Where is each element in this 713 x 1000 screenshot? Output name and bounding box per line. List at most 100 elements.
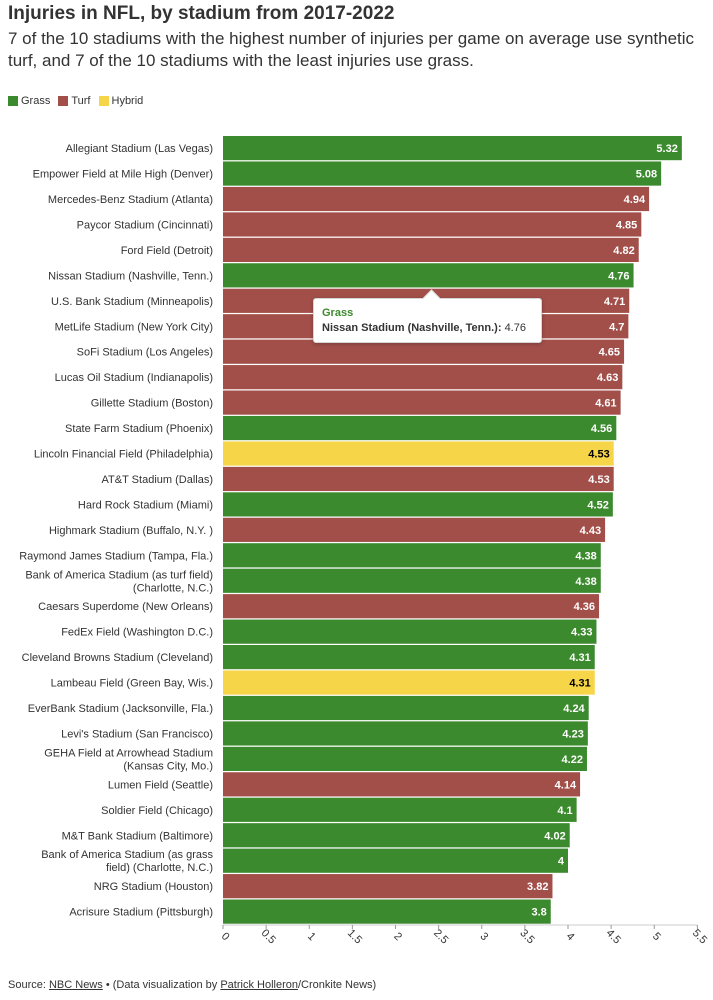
chart-subtitle: 7 of the 10 stadiums with the highest nu… <box>8 29 695 70</box>
legend-item-grass[interactable]: Grass <box>8 95 50 107</box>
tooltip-group: Grass <box>322 307 354 319</box>
bar-value-label: 4.33 <box>571 627 592 639</box>
bar-value-label: 4.82 <box>613 245 634 257</box>
bar[interactable] <box>223 365 623 390</box>
bar[interactable] <box>223 263 634 288</box>
category-label: Hard Rock Stadium (Miami) <box>78 499 213 511</box>
author-link[interactable]: Patrick Holleron <box>220 979 298 991</box>
tooltip-value: 4.76 <box>504 322 526 334</box>
x-tick-label: 2.5 <box>431 927 450 946</box>
legend: Grass Turf Hybrid <box>8 94 151 108</box>
bar[interactable] <box>223 161 662 186</box>
bar[interactable] <box>223 136 682 161</box>
category-label: Lincoln Financial Field (Philadelphia) <box>34 449 213 461</box>
bar[interactable] <box>223 237 639 262</box>
chart-title: Injuries in NFL, by stadium from 2017-20… <box>8 3 395 24</box>
legend-label-hybrid: Hybrid <box>111 95 144 107</box>
source-prefix: Source: <box>8 979 49 991</box>
category-label: EverBank Stadium (Jacksonville, Fla.) <box>28 703 213 715</box>
category-label: (Kansas City, Mo.) <box>123 760 213 772</box>
bar[interactable] <box>223 568 601 593</box>
bar-value-label: 5.08 <box>636 169 657 181</box>
x-tick-label: 5.5 <box>690 927 709 946</box>
bar-value-label: 4.43 <box>580 525 601 537</box>
category-label: State Farm Stadium (Phoenix) <box>65 423 213 435</box>
bar[interactable] <box>223 899 551 924</box>
bar-value-label: 4.24 <box>563 703 585 715</box>
category-label: Bank of America Stadium (as turf field) <box>25 569 213 581</box>
bar[interactable] <box>223 441 614 466</box>
bar-value-label: 3.8 <box>531 907 546 919</box>
legend-swatch-hybrid <box>98 96 109 106</box>
bar-value-label: 4.14 <box>555 779 577 791</box>
x-tick-label: 5 <box>650 930 663 943</box>
bar-value-label: 4.52 <box>587 499 608 511</box>
x-tick-label: 4 <box>564 930 577 943</box>
category-label: GEHA Field at Arrowhead Stadium <box>44 747 213 759</box>
bar-value-label: 4.23 <box>562 728 583 740</box>
x-tick-label: 0 <box>219 930 232 943</box>
bar[interactable] <box>223 746 587 771</box>
footer: Source: NBC News • (Data visualization b… <box>8 979 376 991</box>
bar-value-label: 4.65 <box>599 347 620 359</box>
x-tick-label: 3 <box>477 930 490 943</box>
bar[interactable] <box>223 823 570 848</box>
legend-swatch-turf <box>58 96 69 106</box>
bar[interactable] <box>223 212 642 237</box>
bar[interactable] <box>223 721 588 746</box>
category-label: Levi's Stadium (San Francisco) <box>61 728 213 740</box>
category-label: M&T Bank Stadium (Baltimore) <box>62 830 213 842</box>
category-label: MetLife Stadium (New York City) <box>55 321 213 333</box>
tooltip-name: Nissan Stadium (Nashville, Tenn.): <box>322 322 502 334</box>
bar-value-label: 4.38 <box>575 550 596 562</box>
bar[interactable] <box>223 186 650 212</box>
legend-item-hybrid[interactable]: Hybrid <box>98 95 144 107</box>
bar[interactable] <box>223 645 595 670</box>
category-label: Nissan Stadium (Nashville, Tenn.) <box>48 270 213 282</box>
category-label: Lambeau Field (Green Bay, Wis.) <box>51 678 213 690</box>
bar-value-label: 4.61 <box>595 398 616 410</box>
category-label: Raymond James Stadium (Tampa, Fla.) <box>19 550 213 562</box>
bar[interactable] <box>223 695 589 721</box>
bar[interactable] <box>223 797 577 822</box>
bar-value-label: 4.31 <box>569 652 590 664</box>
bar-value-label: 3.82 <box>527 881 548 893</box>
source-link[interactable]: NBC News <box>48 979 103 991</box>
category-label: Lumen Field (Seattle) <box>108 779 213 791</box>
bar[interactable] <box>223 390 621 415</box>
bar[interactable] <box>223 670 595 695</box>
bar[interactable] <box>223 492 613 517</box>
category-label: Ford Field (Detroit) <box>121 245 213 257</box>
bar-value-label: 4.63 <box>597 372 618 384</box>
bar-value-label: 4.71 <box>604 296 625 308</box>
legend-label-turf: Turf <box>71 95 91 107</box>
bar[interactable] <box>223 594 600 619</box>
bar-value-label: 5.32 <box>656 143 677 155</box>
x-tick-label: 1.5 <box>345 927 364 946</box>
bar-value-label: 4.31 <box>569 678 590 690</box>
bar[interactable] <box>223 339 625 364</box>
category-label: Gillette Stadium (Boston) <box>91 398 213 410</box>
bar[interactable] <box>223 517 606 542</box>
legend-swatch-grass <box>8 96 18 106</box>
bar[interactable] <box>223 874 553 899</box>
category-label: Paycor Stadium (Cincinnati) <box>77 219 213 231</box>
bar[interactable] <box>223 619 597 644</box>
bar-value-label: 4.85 <box>616 219 637 231</box>
category-label: Empower Field at Mile High (Denver) <box>33 169 213 181</box>
category-label: Allegiant Stadium (Las Vegas) <box>66 143 213 155</box>
category-label: FedEx Field (Washington D.C.) <box>61 627 213 639</box>
bar-value-label: 4.76 <box>608 270 629 282</box>
bar[interactable] <box>223 543 601 568</box>
bar-value-label: 4.7 <box>609 321 624 333</box>
bar-value-label: 4 <box>558 856 565 868</box>
bar[interactable] <box>223 466 614 492</box>
category-label: Caesars Superdome (New Orleans) <box>38 601 213 613</box>
bar-value-label: 4.38 <box>575 576 596 588</box>
legend-item-turf[interactable]: Turf <box>58 95 91 107</box>
category-label: U.S. Bank Stadium (Minneapolis) <box>51 296 213 308</box>
bar[interactable] <box>223 415 617 441</box>
bar[interactable] <box>223 772 581 797</box>
bar-value-label: 4.22 <box>562 754 583 766</box>
bar[interactable] <box>223 848 568 873</box>
